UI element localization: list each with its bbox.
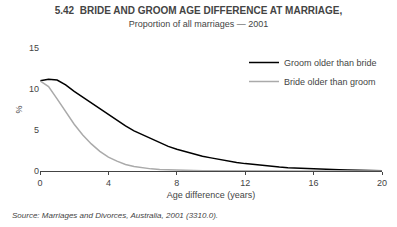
svg-text:%: % xyxy=(14,105,24,113)
svg-text:12: 12 xyxy=(240,178,250,188)
svg-text:5: 5 xyxy=(34,125,39,135)
svg-text:0: 0 xyxy=(37,178,42,188)
svg-text:4: 4 xyxy=(106,178,111,188)
svg-text:10: 10 xyxy=(29,84,39,94)
svg-text:0: 0 xyxy=(34,166,39,176)
svg-text:15: 15 xyxy=(29,43,39,53)
svg-text:5.42 BRIDE AND GROOM AGE DIFF: 5.42 BRIDE AND GROOM AGE DIFFERENCE AT M… xyxy=(55,5,343,29)
svg-text:Age difference (years): Age difference (years) xyxy=(167,190,255,200)
svg-text:16: 16 xyxy=(309,178,319,188)
svg-text:20: 20 xyxy=(377,178,387,188)
svg-text:Groom older than bride: Groom older than bride xyxy=(284,58,377,68)
svg-text:Source: Marriages and Divorces: Source: Marriages and Divorces, Australi… xyxy=(12,211,218,220)
svg-text:8: 8 xyxy=(174,178,179,188)
svg-text:Bride older than groom: Bride older than groom xyxy=(284,77,376,87)
